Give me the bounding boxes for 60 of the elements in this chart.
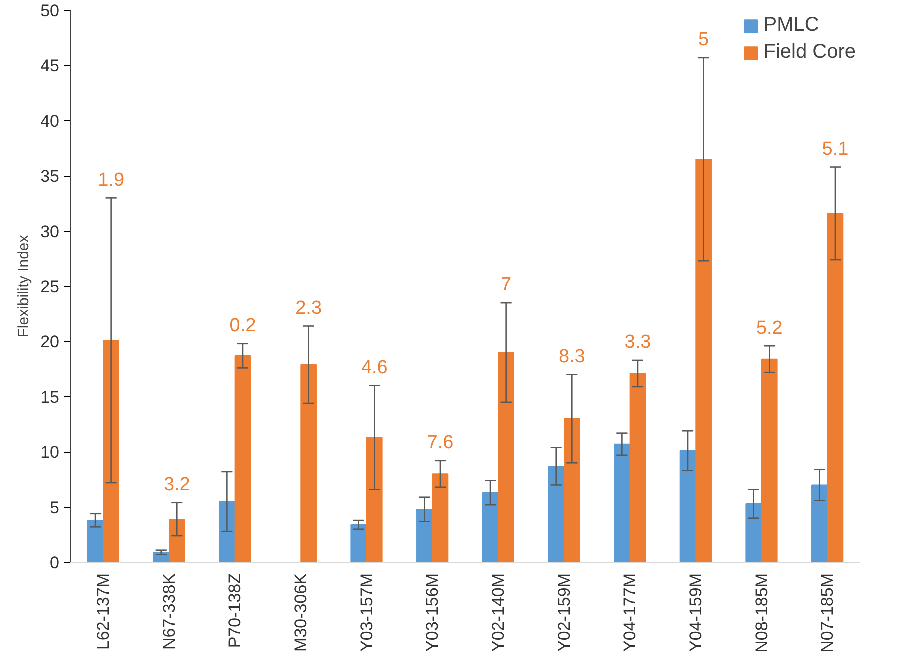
annotation: 3.3 [624,332,652,354]
y-tick-label: 15 [40,388,60,407]
y-tick-label: 20 [40,332,60,352]
bar [827,213,844,562]
annotation: 1.9 [98,170,125,191]
bar [103,340,120,562]
bar [168,518,186,562]
annotation: 4.6 [361,358,388,379]
y-tick-label: 40 [40,112,60,131]
bar [564,418,580,562]
y-tick-label: 45 [40,56,60,76]
annotation: 7.6 [427,432,454,454]
bar [87,520,104,562]
annotation: 0.2 [230,316,256,337]
bar [548,466,565,562]
x-tick-label: N08-185M [752,573,772,653]
x-tick-label: P70-138Z [226,573,245,648]
annotation: 5.1 [822,138,849,160]
y-tick-label: 35 [40,167,60,186]
y-axis-title: Flexibility Index [16,234,33,338]
legend-label: PMLC [764,14,820,37]
x-tick-label: Y02-159M [554,573,574,652]
annotation: 5.2 [756,318,783,339]
bar [350,524,368,562]
bar [498,352,514,562]
bar [696,159,712,562]
bar [432,474,449,562]
y-tick-label: 50 [40,2,60,20]
x-tick-label: N07-185M [818,573,838,653]
x-tick-label: Y03-156M [423,573,442,652]
bar [812,484,828,562]
bar [366,437,383,562]
bar [234,356,252,562]
bar [482,492,499,562]
x-tick-label: Y03-157M [357,573,376,652]
x-tick-label: Y04-159M [686,573,706,652]
legend-label: Field Core [764,41,856,64]
bar [630,373,646,562]
annotation: 5 [698,30,710,51]
x-tick-label: N67-338K [160,572,179,650]
bar [746,503,762,562]
y-tick-label: 5 [50,498,60,518]
y-tick-label: 30 [40,222,60,242]
x-tick-label: M30-306K [291,572,310,652]
bar [416,509,433,562]
y-tick-label: 25 [40,278,60,296]
bar [761,358,778,562]
x-tick-label: Y02-140M [488,573,508,652]
bar [614,444,630,562]
bar [219,501,236,562]
annotation: 8.3 [558,346,586,368]
y-tick-label: 10 [40,443,60,462]
x-tick-label: L62-137M [94,573,113,650]
annotation: 3.2 [164,474,190,496]
annotation: 2.3 [296,298,322,319]
annotation: 7 [501,274,512,296]
x-tick-label: Y04-177M [620,573,640,652]
y-tick-label: 0 [50,554,60,572]
bar [300,364,317,562]
bar [680,450,696,562]
